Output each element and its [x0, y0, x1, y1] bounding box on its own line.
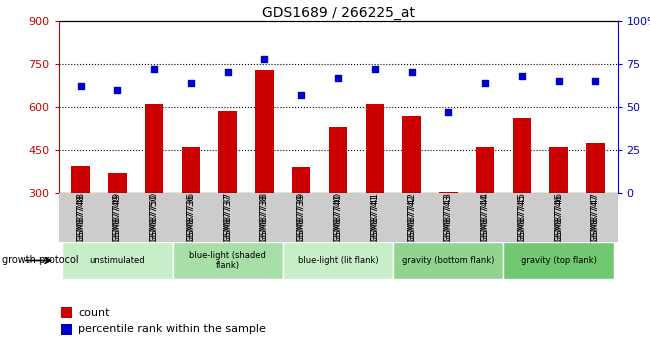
Bar	[182, 147, 200, 193]
Text: GSM87750: GSM87750	[150, 194, 159, 244]
Text: blue-light (lit flank): blue-light (lit flank)	[298, 256, 378, 265]
Text: GSM87738: GSM87738	[260, 194, 269, 244]
Bar	[61, 324, 72, 335]
Point	[75, 83, 86, 89]
Point	[186, 80, 196, 86]
Bar	[172, 241, 283, 279]
Bar	[292, 167, 311, 193]
Point	[480, 80, 490, 86]
Point	[296, 92, 306, 98]
Point	[517, 73, 527, 79]
Bar	[513, 118, 531, 193]
Bar	[145, 104, 163, 193]
Text: blue-light (shaded
flank): blue-light (shaded flank)	[189, 251, 266, 270]
Bar	[108, 173, 127, 193]
Text: GSM87737: GSM87737	[223, 194, 232, 244]
Point	[259, 56, 270, 61]
Text: gravity (top flank): gravity (top flank)	[521, 256, 597, 265]
Text: unstimulated: unstimulated	[90, 256, 145, 265]
Bar	[61, 307, 72, 318]
Point	[406, 70, 417, 75]
Bar	[439, 192, 458, 193]
Text: growth protocol: growth protocol	[2, 256, 79, 265]
Point	[222, 70, 233, 75]
Bar	[218, 111, 237, 193]
Point	[443, 109, 454, 115]
Text: GSM87736: GSM87736	[187, 194, 196, 244]
Text: gravity (bottom flank): gravity (bottom flank)	[402, 256, 495, 265]
Point	[149, 66, 159, 72]
Point	[112, 87, 123, 92]
Text: percentile rank within the sample: percentile rank within the sample	[78, 324, 266, 334]
Bar	[329, 127, 347, 193]
Text: GSM87742: GSM87742	[407, 194, 416, 243]
Point	[370, 66, 380, 72]
Bar	[476, 147, 494, 193]
Text: GSM87747: GSM87747	[591, 194, 600, 243]
Text: GSM87740: GSM87740	[333, 194, 343, 243]
Bar	[365, 104, 384, 193]
Bar	[586, 143, 605, 193]
Text: GSM87744: GSM87744	[480, 194, 489, 243]
Bar	[283, 241, 393, 279]
Text: GSM87741: GSM87741	[370, 194, 380, 243]
Bar	[504, 241, 614, 279]
Point	[590, 78, 601, 84]
Text: GSM87743: GSM87743	[444, 194, 453, 243]
Text: GSM87745: GSM87745	[517, 194, 526, 243]
Text: GSM87749: GSM87749	[113, 194, 122, 243]
Bar	[549, 147, 568, 193]
Point	[333, 75, 343, 80]
Bar	[393, 241, 504, 279]
Bar	[402, 116, 421, 193]
Title: GDS1689 / 266225_at: GDS1689 / 266225_at	[261, 6, 415, 20]
Text: GSM87739: GSM87739	[296, 194, 306, 244]
Point	[553, 78, 564, 84]
Text: GSM87748: GSM87748	[76, 194, 85, 243]
Text: count: count	[78, 308, 110, 317]
Bar	[255, 70, 274, 193]
Bar	[72, 166, 90, 193]
Bar	[62, 241, 172, 279]
Text: GSM87746: GSM87746	[554, 194, 563, 243]
